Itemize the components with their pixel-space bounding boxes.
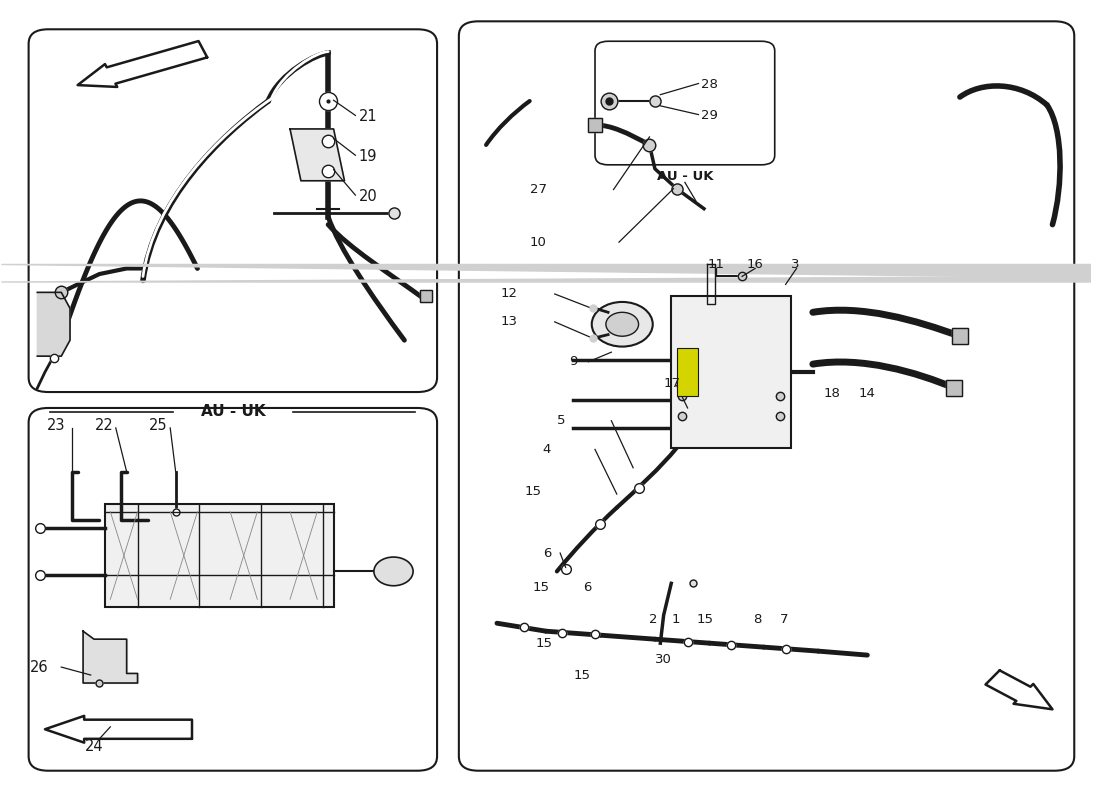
Polygon shape <box>290 129 344 181</box>
Text: 28: 28 <box>701 78 717 90</box>
FancyBboxPatch shape <box>459 22 1075 770</box>
Text: 12: 12 <box>500 287 517 301</box>
Polygon shape <box>37 292 70 356</box>
Text: 14: 14 <box>859 387 876 400</box>
Text: 15: 15 <box>525 485 541 498</box>
Text: 1: 1 <box>671 613 680 626</box>
Text: 11: 11 <box>707 258 724 271</box>
Text: a passion for cars since 1985: a passion for cars since 1985 <box>582 512 989 575</box>
Text: GTS: GTS <box>849 128 1070 226</box>
Text: 29: 29 <box>701 109 717 122</box>
Text: 13: 13 <box>500 315 517 328</box>
Polygon shape <box>1 277 1100 282</box>
FancyBboxPatch shape <box>29 30 437 392</box>
Text: 27: 27 <box>530 183 547 196</box>
Text: 21: 21 <box>359 110 377 125</box>
Text: 8: 8 <box>752 613 761 626</box>
Text: 16: 16 <box>747 258 763 271</box>
Text: 24: 24 <box>85 739 103 754</box>
Polygon shape <box>45 716 192 742</box>
Text: 17: 17 <box>663 377 681 390</box>
Text: 7: 7 <box>780 613 789 626</box>
Text: 6: 6 <box>583 581 592 594</box>
Circle shape <box>374 557 414 586</box>
Bar <box>104 504 333 607</box>
Text: 26: 26 <box>30 659 48 674</box>
Text: 5: 5 <box>557 414 565 427</box>
FancyBboxPatch shape <box>29 408 437 770</box>
Bar <box>671 296 791 448</box>
Text: 6: 6 <box>542 546 551 559</box>
Text: 18: 18 <box>824 387 840 400</box>
Text: 15: 15 <box>696 613 713 626</box>
Text: 30: 30 <box>654 653 672 666</box>
Circle shape <box>606 312 639 336</box>
Text: 15: 15 <box>532 581 550 594</box>
Text: AU - UK: AU - UK <box>657 170 713 183</box>
Text: 25: 25 <box>148 418 167 433</box>
Text: 19: 19 <box>359 150 377 164</box>
Text: 3: 3 <box>791 258 800 271</box>
Text: 15: 15 <box>535 637 552 650</box>
Text: AU - UK: AU - UK <box>200 405 265 419</box>
FancyBboxPatch shape <box>595 42 774 165</box>
Text: 10: 10 <box>530 236 547 249</box>
Text: 22: 22 <box>95 418 113 433</box>
Polygon shape <box>1 265 1100 304</box>
Polygon shape <box>986 670 1053 710</box>
Text: 15: 15 <box>573 669 591 682</box>
Bar <box>676 348 698 396</box>
Text: 20: 20 <box>359 190 377 204</box>
Text: 23: 23 <box>46 418 65 433</box>
Circle shape <box>592 302 652 346</box>
Text: 4: 4 <box>542 443 551 456</box>
Text: 2: 2 <box>649 613 658 626</box>
Polygon shape <box>78 41 207 87</box>
Text: 9: 9 <box>569 355 578 368</box>
Polygon shape <box>84 631 138 683</box>
